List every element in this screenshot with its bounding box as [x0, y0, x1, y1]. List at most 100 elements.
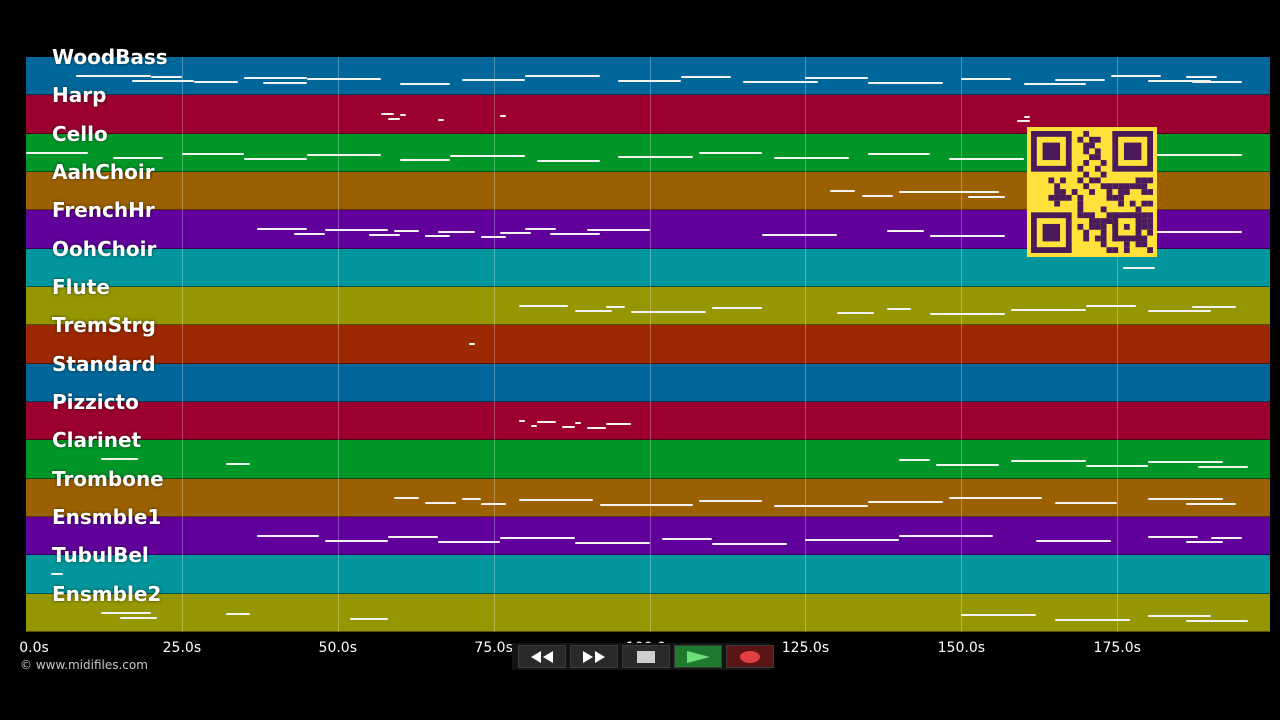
note [499, 115, 507, 118]
track-label: Cello [52, 121, 108, 146]
track-lane [26, 325, 1270, 364]
note [437, 119, 444, 122]
note [524, 228, 557, 231]
note [1185, 540, 1224, 543]
note [244, 157, 307, 160]
track-lane [26, 516, 1270, 556]
note [1054, 501, 1118, 504]
track-lane [26, 286, 1270, 326]
note [26, 151, 89, 154]
note [1148, 535, 1199, 538]
grid-line [181, 57, 183, 632]
note [562, 425, 575, 428]
time-tick-label: 175.0s [1093, 640, 1141, 656]
note [574, 309, 613, 312]
note [1023, 116, 1030, 119]
note [1148, 153, 1242, 156]
note [225, 463, 251, 466]
note [113, 156, 164, 159]
note [194, 81, 238, 83]
playback-controls [512, 643, 774, 670]
note [400, 83, 450, 85]
note [75, 75, 151, 77]
note [898, 534, 993, 537]
time-tick-label: 150.0s [937, 640, 986, 656]
note [680, 76, 731, 78]
note [886, 230, 924, 233]
note [711, 542, 787, 545]
record-button[interactable] [726, 645, 774, 668]
note [699, 151, 762, 154]
note [618, 80, 681, 82]
note [518, 498, 594, 501]
play-button[interactable] [674, 645, 722, 668]
note [468, 343, 475, 346]
grid-line [1117, 57, 1119, 632]
note [1023, 83, 1087, 85]
track-label: AahChoir [52, 159, 155, 184]
note [537, 159, 600, 162]
note [830, 189, 856, 192]
note [867, 152, 931, 155]
record-icon [740, 650, 760, 663]
note [425, 235, 450, 238]
track-lane [26, 555, 1270, 594]
stop-button[interactable] [622, 645, 670, 668]
track-label: Ensmble1 [52, 504, 162, 529]
note [400, 114, 407, 117]
note [587, 426, 606, 429]
grid-line [649, 57, 651, 632]
note [948, 157, 1024, 160]
stop-icon [637, 650, 655, 663]
note [100, 458, 139, 461]
time-tick-label: 75.0s [474, 640, 513, 656]
note [774, 504, 868, 507]
note [531, 424, 538, 427]
note [481, 236, 507, 239]
note [930, 312, 1005, 315]
note [518, 304, 569, 307]
note [450, 154, 525, 157]
note [325, 229, 388, 232]
note [898, 459, 931, 462]
grid-line [337, 57, 339, 632]
note [481, 502, 507, 505]
qr-code [1027, 127, 1157, 257]
track-label: Pizzicto [52, 389, 139, 414]
note [437, 540, 500, 543]
note [244, 77, 307, 79]
track-label: TremStrg [52, 313, 156, 338]
note [930, 235, 1005, 238]
note [836, 311, 875, 314]
play-icon [687, 650, 710, 663]
rewind-button[interactable] [518, 645, 566, 668]
track-label: OohChoir [52, 236, 157, 261]
note [1192, 81, 1242, 83]
track-label: FrenchHr [52, 198, 155, 223]
note [393, 496, 419, 499]
note [387, 118, 401, 121]
note [1086, 304, 1136, 307]
note [936, 464, 999, 467]
note [1154, 231, 1242, 234]
note [630, 310, 706, 313]
track-label: Harp [52, 83, 107, 108]
note [1148, 461, 1224, 464]
track-label: TubulBel [52, 543, 149, 568]
note [711, 306, 762, 309]
note [518, 419, 525, 422]
grid-line [961, 57, 963, 632]
note [400, 158, 450, 161]
note [1192, 305, 1236, 308]
note [1123, 266, 1155, 269]
note [699, 499, 762, 502]
note [805, 77, 868, 79]
note [381, 113, 394, 116]
note [662, 537, 712, 540]
fast-forward-button[interactable] [570, 645, 618, 668]
note [1148, 614, 1211, 617]
note [549, 233, 600, 236]
track-lane [26, 478, 1270, 517]
note [599, 503, 694, 506]
qr-code-image [1031, 131, 1153, 253]
